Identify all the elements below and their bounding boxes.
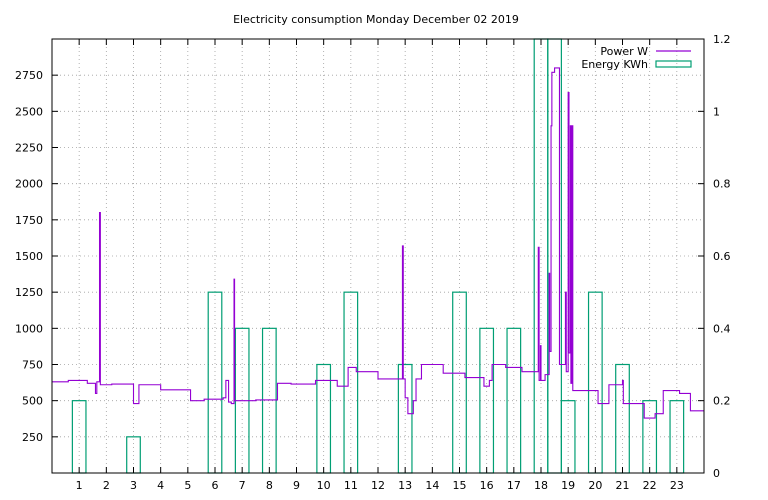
- y-tick-label: 2500: [15, 105, 43, 118]
- x-tick-label: 9: [293, 479, 300, 492]
- legend-swatch-energy: [655, 60, 692, 68]
- legend-label-energy: Energy KWh: [581, 58, 648, 71]
- chart-title: Electricity consumption Monday December …: [233, 13, 519, 26]
- grid: [52, 39, 704, 473]
- x-tick-label: 8: [266, 479, 273, 492]
- y-tick-label: 2000: [15, 178, 43, 191]
- x-tick-label: 23: [670, 479, 684, 492]
- y-tick-label: 250: [22, 431, 43, 444]
- x-tick-label: 2: [103, 479, 110, 492]
- x-tick-label: 10: [317, 479, 331, 492]
- x-tick-label: 11: [344, 479, 358, 492]
- axes: 1 2 3 4 5 6 7 8 9 10 11 12 13 14 15 16 17 18 19 20 21 22 23250…: [15, 33, 731, 492]
- y-tick-label: 500: [22, 395, 43, 408]
- y-tick-label: 2750: [15, 69, 43, 82]
- x-tick-label: 21: [616, 479, 630, 492]
- x-tick-label: 19: [561, 479, 575, 492]
- x-tick-label: 13: [398, 479, 412, 492]
- legend-label-power: Power W: [600, 45, 648, 58]
- power-line: [52, 67, 704, 419]
- y-tick-label: 1750: [15, 214, 43, 227]
- x-tick-label: 12: [371, 479, 385, 492]
- y-tick-label: 2250: [15, 142, 43, 155]
- y-tick-label: 750: [22, 359, 43, 372]
- x-tick-label: 7: [239, 479, 246, 492]
- y2-tick-label: 0: [713, 467, 720, 480]
- y2-tick-label: 0.6: [713, 250, 731, 263]
- y2-tick-label: 0.2: [713, 395, 731, 408]
- y2-tick-label: 0.8: [713, 178, 731, 191]
- y2-tick-label: 1: [713, 105, 720, 118]
- x-tick-label: 15: [453, 479, 467, 492]
- y2-tick-label: 1.2: [713, 33, 731, 46]
- x-tick-label: 18: [534, 479, 548, 492]
- x-tick-label: 22: [643, 479, 657, 492]
- x-tick-label: 3: [130, 479, 137, 492]
- x-tick-label: 5: [184, 479, 191, 492]
- x-tick-label: 6: [212, 479, 219, 492]
- x-tick-label: 17: [507, 479, 521, 492]
- y-tick-label: 1000: [15, 322, 43, 335]
- x-tick-label: 4: [157, 479, 164, 492]
- x-tick-label: 16: [480, 479, 494, 492]
- y2-tick-label: 0.4: [713, 322, 731, 335]
- power-series: [52, 67, 704, 419]
- legend: Power W Energy KWh: [581, 45, 692, 71]
- x-tick-label: 1: [76, 479, 83, 492]
- x-tick-label: 20: [588, 479, 602, 492]
- x-tick-label: 14: [425, 479, 439, 492]
- y-tick-label: 1250: [15, 286, 43, 299]
- y-tick-label: 1500: [15, 250, 43, 263]
